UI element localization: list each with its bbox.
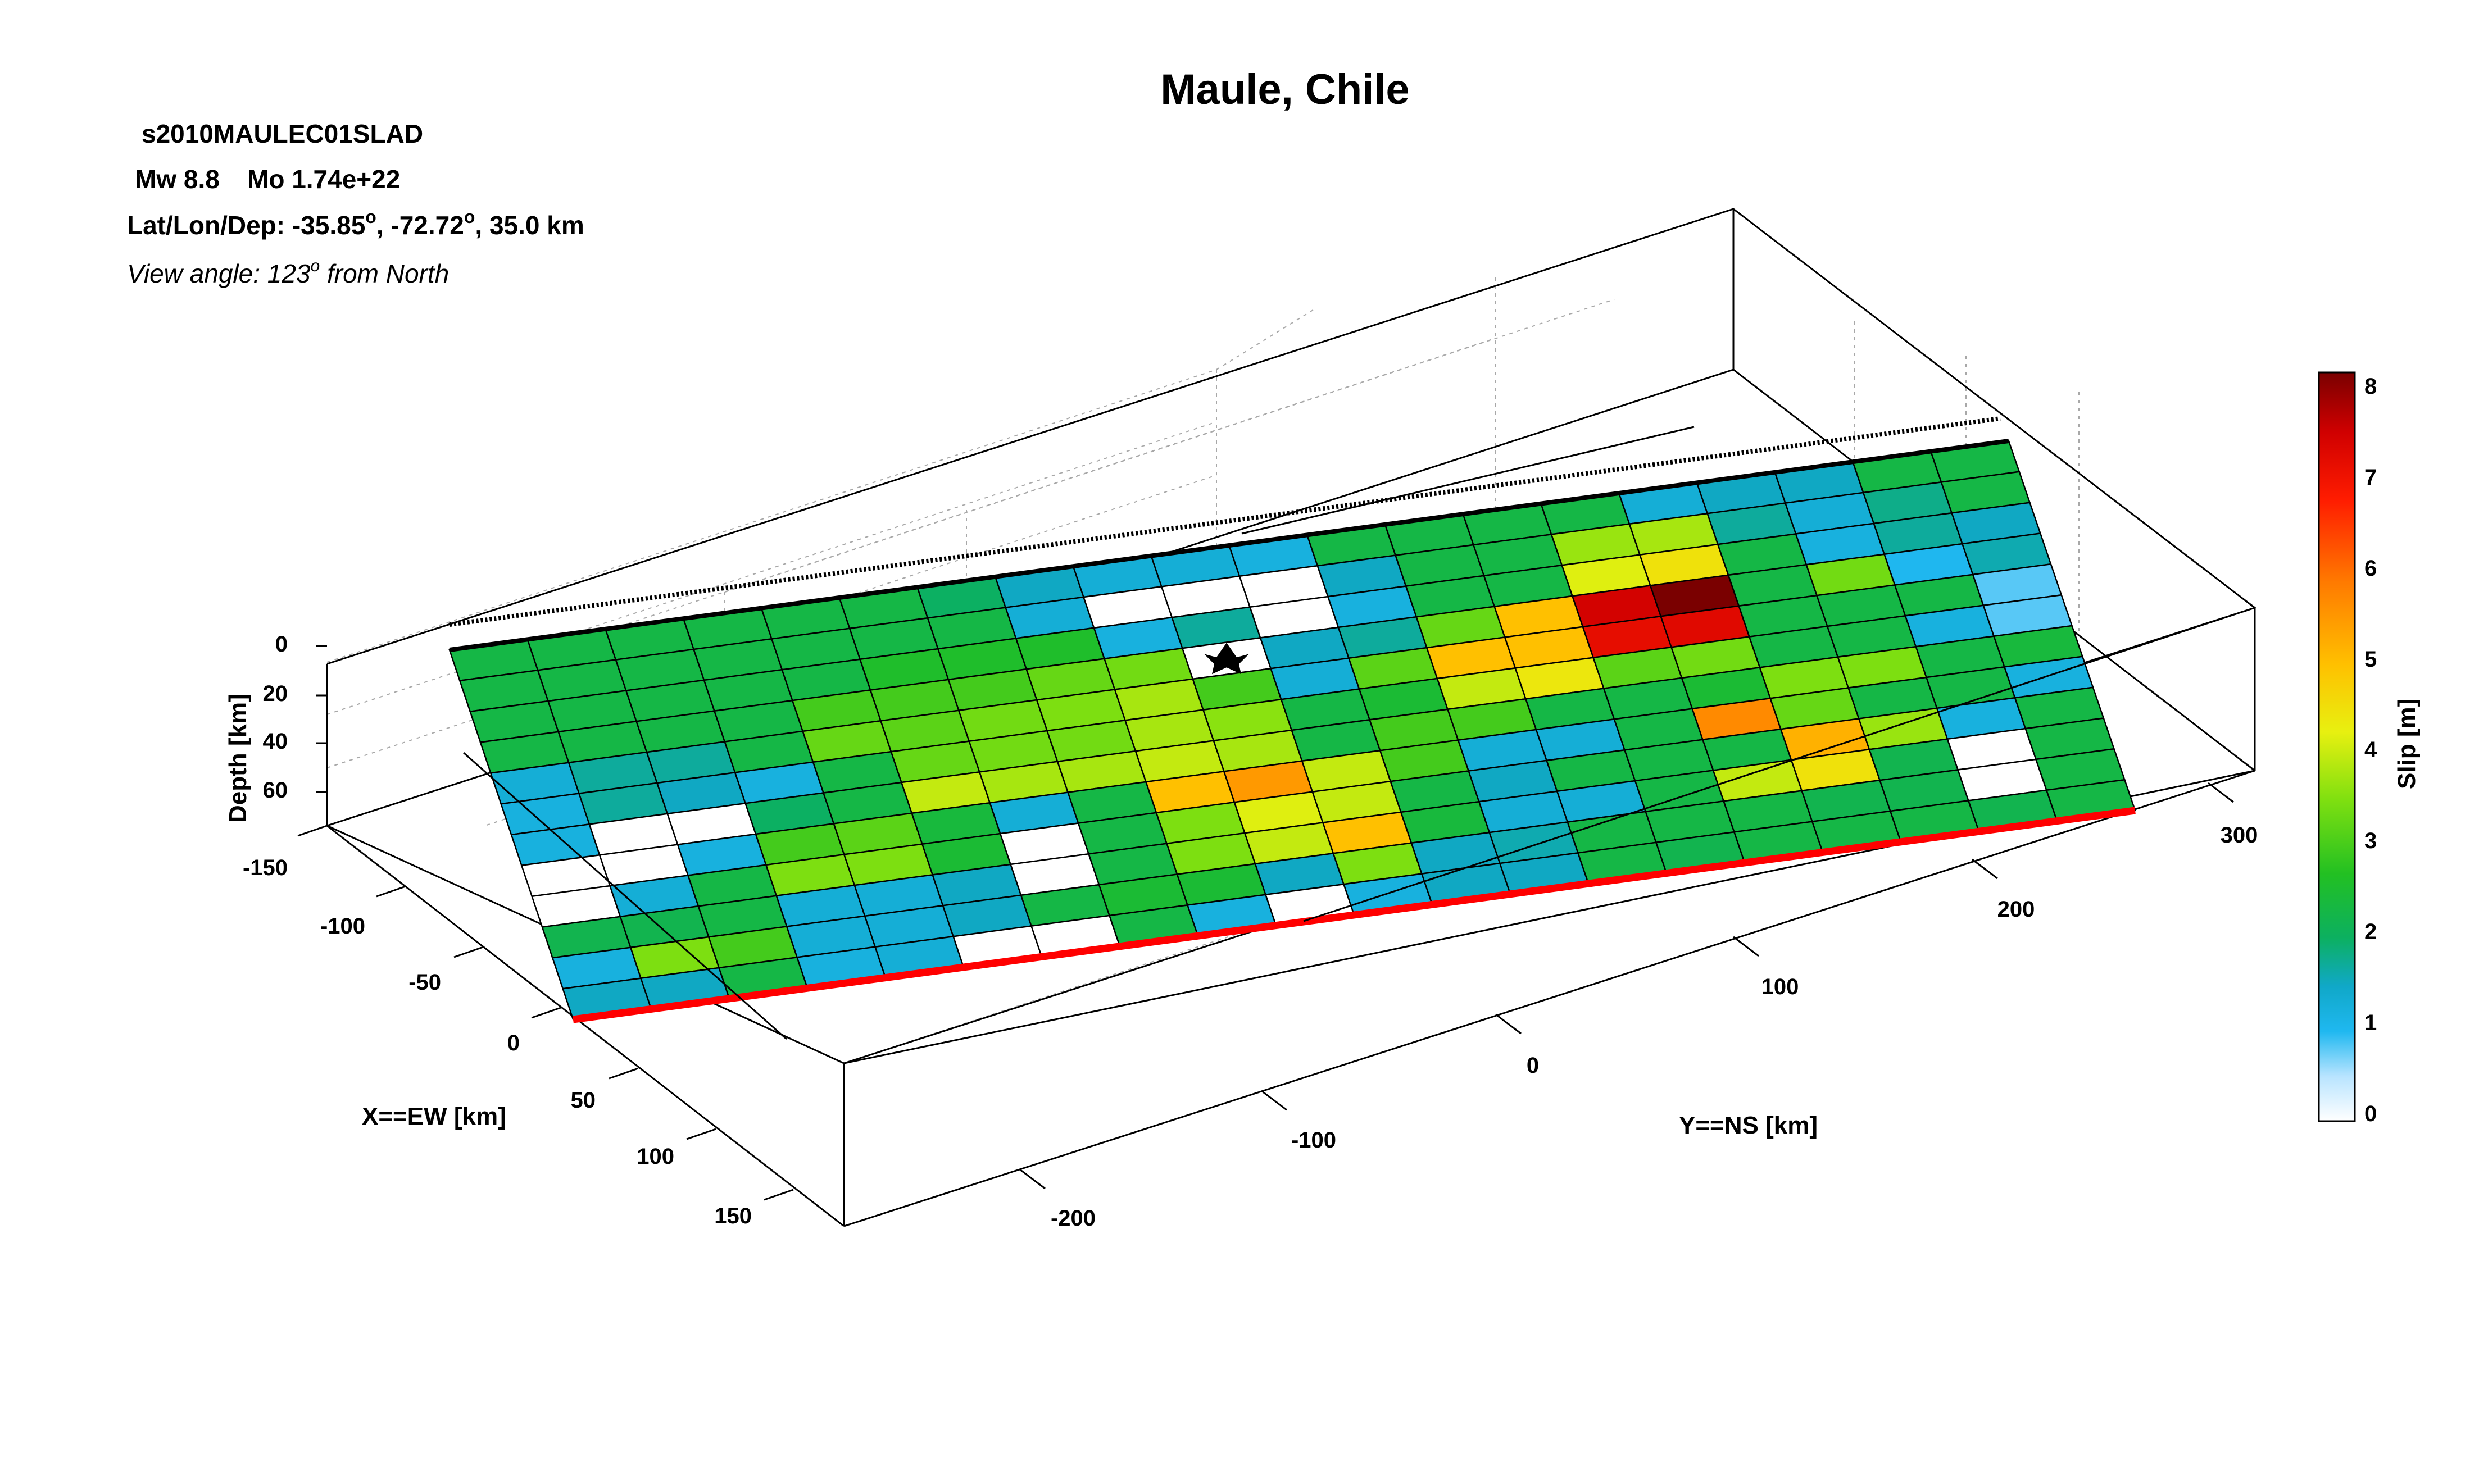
colorbar-tick: 7	[2364, 465, 2377, 490]
depth-tick-marks	[316, 645, 327, 793]
view-angle-label: View angle: 123o from North	[127, 257, 449, 288]
event-id: s2010MAULEC01SLAD	[142, 119, 423, 148]
y-axis-label: Y==NS [km]	[1679, 1112, 1818, 1139]
location-label: Lat/Lon/Dep: -35.85o, -72.72o, 35.0 km	[127, 207, 584, 240]
y-tick: 300	[2221, 823, 2258, 848]
colorbar	[2318, 371, 2356, 1122]
y-tick: -200	[1051, 1206, 1096, 1231]
x-tick: 100	[637, 1144, 674, 1169]
y-tick: 0	[1527, 1053, 1539, 1078]
depth-tick: 60	[263, 778, 288, 803]
colorbar-ticks: 0 1 2 3 4 5 6 7 8	[2364, 374, 2377, 1126]
overlay-lines	[463, 426, 2255, 1040]
figure-title: Maule, Chile	[1160, 66, 1409, 113]
fault-top-edge	[449, 439, 2009, 652]
x-tick: 150	[714, 1204, 752, 1228]
depth-tick: 20	[263, 681, 288, 706]
x-tick: 50	[571, 1088, 596, 1113]
moment-label: Mo 1.74e+22	[247, 165, 400, 194]
x-axis-label: X==EW [km]	[362, 1103, 506, 1130]
x-tick-marks	[297, 825, 794, 1201]
y-tick: 100	[1761, 975, 1799, 999]
y-ticks: -200 -100 0 100 200 300	[1051, 823, 2258, 1231]
x-tick: -100	[320, 914, 365, 939]
colorbar-tick: 1	[2364, 1010, 2377, 1035]
y-tick: -100	[1291, 1128, 1336, 1153]
colorbar-tick: 0	[2364, 1101, 2377, 1126]
depth-tick: 40	[263, 729, 288, 754]
colorbar-tick: 6	[2364, 556, 2377, 581]
colorbar-tick: 2	[2364, 919, 2377, 944]
depth-ticks: 0 20 40 60	[263, 632, 288, 803]
fault-bottom-edge	[573, 807, 2136, 1023]
y-tick-marks	[1019, 782, 2234, 1190]
colorbar-tick: 4	[2364, 738, 2377, 762]
y-tick: 200	[1997, 897, 2035, 922]
hypocenter-star	[1204, 643, 1249, 675]
magnitude-label: Mw 8.8	[135, 165, 220, 194]
x-tick: -150	[243, 855, 288, 880]
colorbar-tick: 3	[2364, 829, 2377, 853]
x-tick: 0	[507, 1031, 520, 1055]
fault-surface-trace	[449, 416, 2001, 627]
x-ticks: -150 -100 -50 0 50 100 150	[243, 855, 752, 1228]
depth-axis-label: Depth [km]	[224, 694, 252, 823]
colorbar-tick: 5	[2364, 647, 2377, 672]
colorbar-tick: 8	[2364, 374, 2377, 399]
depth-tick: 0	[275, 632, 288, 657]
colorbar-label: Slip [m]	[2393, 699, 2421, 789]
x-tick: -50	[408, 970, 441, 995]
